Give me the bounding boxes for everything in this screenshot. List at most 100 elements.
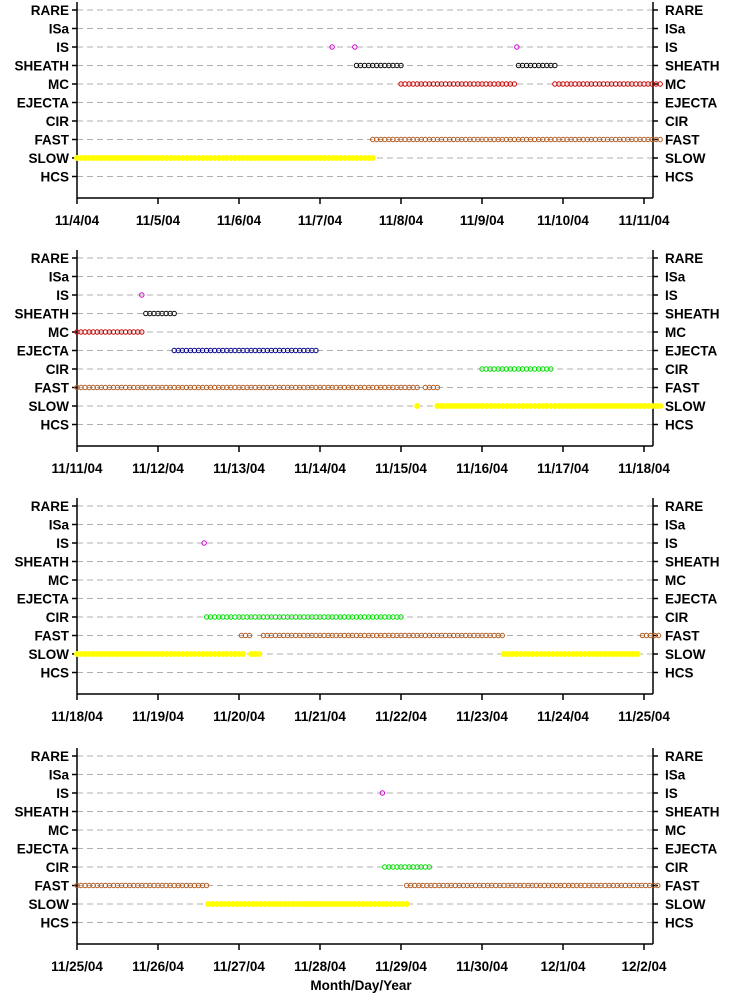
y-tick-label-left: RARE (31, 749, 69, 764)
y-tick-label-left: EJECTA (17, 842, 70, 857)
x-tick-label: 11/25/04 (51, 959, 103, 974)
data-point-cir (398, 614, 404, 620)
y-tick-label-right: CIR (665, 362, 689, 377)
series-ejecta (171, 347, 319, 354)
series-is (329, 44, 520, 50)
y-tick-label-right: HCS (665, 916, 694, 931)
x-tick-label: 11/7/04 (298, 213, 343, 228)
data-point-slow (657, 403, 664, 409)
y-tick-label-right: HCS (665, 418, 694, 433)
y-tick-label-right: EJECTA (665, 96, 718, 111)
y-tick-label-left: SHEATH (14, 555, 69, 570)
panel-3: RARE RARE ISa ISa IS IS SHEATH SHEATH MC MC EJECTA… (14, 498, 720, 724)
x-tick-label: 11/4/04 (55, 213, 100, 228)
x-tick-label: 11/11/04 (618, 213, 670, 228)
y-tick-label-right: IS (665, 288, 678, 303)
y-tick-label-left: EJECTA (17, 344, 70, 359)
y-tick-label-left: CIR (46, 114, 70, 129)
y-tick-label-left: HCS (40, 916, 69, 931)
x-tick-label: 12/1/04 (540, 959, 586, 974)
y-tick-label-right: ISa (665, 22, 686, 37)
y-tick-label-left: RARE (31, 251, 69, 266)
y-tick-label-right: EJECTA (665, 344, 718, 359)
data-point-fast (203, 882, 210, 889)
y-tick-label-left: IS (56, 536, 69, 551)
series-slow (414, 403, 664, 409)
y-tick-label-right: ISa (665, 518, 686, 533)
y-tick-label-right: FAST (665, 879, 700, 894)
x-tick-label: 11/8/04 (379, 213, 424, 228)
y-tick-label-right: SHEATH (665, 307, 720, 322)
data-point-fast (414, 384, 420, 391)
x-tick-label: 11/29/04 (375, 959, 427, 974)
data-point-ejecta (313, 347, 319, 354)
y-tick-label-left: FAST (34, 629, 69, 644)
data-point-is (352, 44, 358, 50)
data-point-sheath (171, 310, 177, 317)
y-tick-label-left: EJECTA (17, 96, 70, 111)
y-tick-label-right: IS (665, 536, 678, 551)
y-tick-label-left: IS (56, 288, 69, 303)
y-tick-label-right: SLOW (665, 399, 706, 414)
y-tick-label-left: SHEATH (14, 59, 69, 74)
y-tick-label-right: SLOW (665, 151, 706, 166)
x-tick-label: 11/17/04 (537, 461, 589, 476)
series-mc (74, 329, 145, 335)
x-tick-label: 11/15/04 (375, 461, 427, 476)
y-tick-label-left: RARE (31, 3, 69, 18)
series-fast (238, 632, 662, 639)
y-tick-label-right: FAST (665, 629, 700, 644)
y-tick-label-left: ISa (49, 518, 70, 533)
series-is (139, 292, 145, 298)
y-tick-label-left: MC (48, 77, 69, 92)
y-tick-label-right: SLOW (665, 897, 706, 912)
data-point-slow (403, 901, 410, 907)
y-tick-label-left: SHEATH (14, 805, 69, 820)
data-point-cir (548, 366, 554, 372)
x-axis-title: Month/Day/Year (310, 978, 412, 993)
y-tick-label-right: MC (665, 77, 686, 92)
panel-2: RARE RARE ISa ISa IS IS SHEATH SHEATH MC MC EJECTA… (14, 250, 720, 476)
data-point-mc (657, 81, 663, 87)
y-tick-label-left: HCS (40, 170, 69, 185)
y-tick-label-right: MC (665, 573, 686, 588)
panel-4: RARE RARE ISa ISa IS IS SHEATH SHEATH MC MC EJECTA… (14, 748, 720, 974)
data-point-fast (434, 384, 441, 391)
y-tick-label-left: SLOW (29, 647, 70, 662)
y-tick-label-left: ISa (49, 22, 70, 37)
y-tick-label-right: EJECTA (665, 842, 718, 857)
y-tick-label-left: SLOW (29, 151, 70, 166)
y-tick-label-right: IS (665, 786, 678, 801)
y-tick-label-left: IS (56, 40, 69, 55)
data-point-mc (511, 81, 518, 87)
y-tick-label-right: SHEATH (665, 555, 720, 570)
y-tick-label-right: IS (665, 40, 678, 55)
series-fast (74, 384, 441, 391)
y-tick-label-right: MC (665, 325, 686, 340)
y-tick-label-left: SHEATH (14, 307, 69, 322)
x-tick-label: 11/23/04 (456, 709, 508, 724)
series-cir (479, 366, 554, 372)
x-tick-label: 11/24/04 (537, 709, 589, 724)
x-tick-label: 11/20/04 (213, 709, 265, 724)
x-tick-label: 11/16/04 (456, 461, 508, 476)
x-tick-label: 11/25/04 (618, 709, 670, 724)
x-tick-label: 11/11/04 (51, 461, 103, 476)
y-tick-label-left: ISa (49, 768, 70, 783)
x-tick-label: 11/21/04 (294, 709, 346, 724)
series-slow (74, 155, 376, 161)
y-tick-label-left: CIR (46, 610, 70, 625)
y-tick-label-right: RARE (665, 499, 703, 514)
x-tick-label: 11/10/04 (537, 213, 589, 228)
y-tick-label-right: ISa (665, 270, 686, 285)
x-tick-label: 11/14/04 (294, 461, 346, 476)
y-tick-label-right: SLOW (665, 647, 706, 662)
data-point-sheath (552, 62, 558, 69)
y-tick-label-left: FAST (34, 879, 69, 894)
data-point-is (379, 790, 386, 796)
x-tick-label: 11/12/04 (132, 461, 184, 476)
y-tick-label-right: HCS (665, 666, 694, 681)
data-point-sheath (398, 62, 404, 69)
y-tick-label-left: EJECTA (17, 592, 70, 607)
